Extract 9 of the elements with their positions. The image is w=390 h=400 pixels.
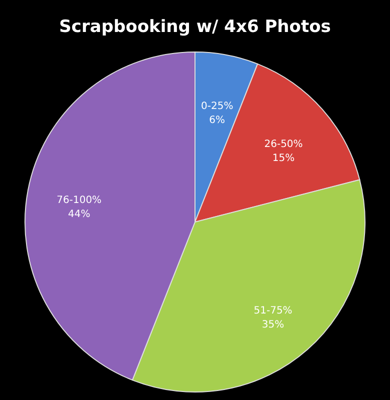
data-label: 35% — [262, 320, 284, 331]
slice-label: 0-25% — [201, 101, 234, 112]
data-label: 44% — [68, 208, 90, 220]
slice-label: 51-75% — [254, 306, 292, 317]
data-label: 15% — [272, 152, 295, 164]
slice-label: 26-50% — [264, 138, 303, 150]
data-label: 6% — [209, 115, 226, 126]
chart-title: Scrapbooking w/ 4x6 Photos — [59, 17, 331, 37]
slice-label: 76-100% — [56, 194, 102, 206]
